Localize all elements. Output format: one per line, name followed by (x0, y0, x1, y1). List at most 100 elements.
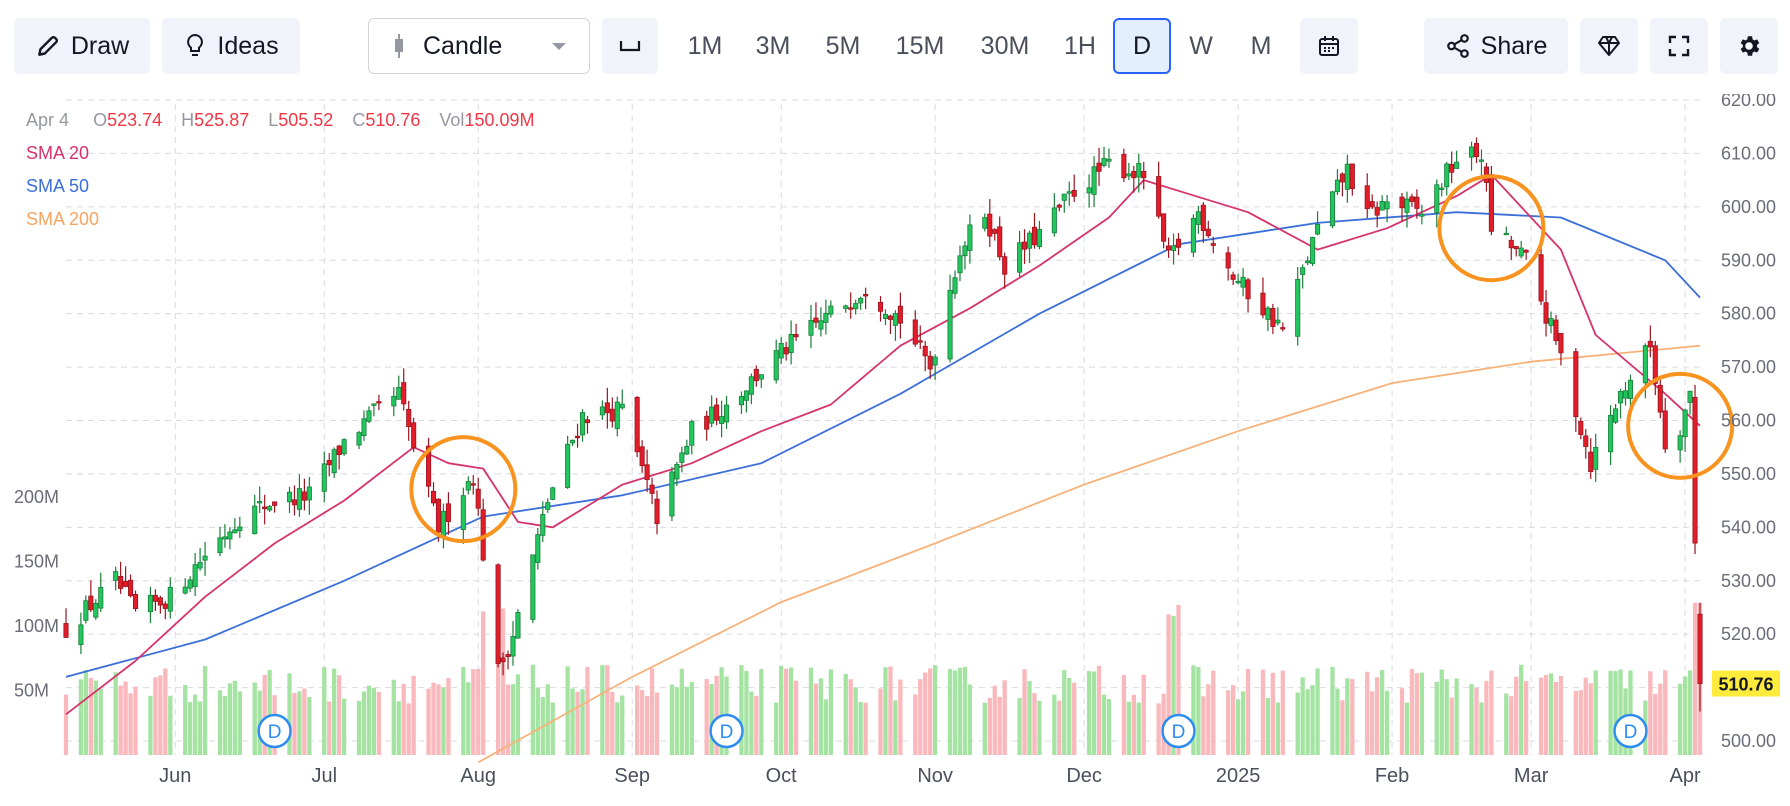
volume-bar-114 (858, 702, 863, 755)
volume-bar-44 (371, 688, 377, 755)
volume-bar-93 (714, 675, 719, 755)
volume-bar-89 (684, 686, 689, 755)
settings-button[interactable] (1720, 18, 1778, 74)
volume-bar-105 (793, 680, 799, 755)
price-tick-label-2: 600.00 (1721, 197, 1776, 217)
volume-bar-15 (168, 695, 173, 755)
candle-body-230 (1662, 410, 1668, 450)
volume-bar-119 (893, 700, 898, 755)
volume-bar-56 (461, 666, 466, 755)
candle-body-108 (818, 320, 824, 330)
volume-bar-189 (1379, 669, 1385, 755)
candle-body-5 (98, 586, 104, 609)
candle-body-19 (197, 561, 203, 569)
volume-bar-21 (217, 690, 223, 755)
candle-body-160 (1175, 238, 1182, 248)
candle-body-46 (391, 395, 397, 407)
diamond-icon (1598, 36, 1620, 56)
volume-bar-204 (1484, 680, 1489, 755)
volume-bar-124 (928, 668, 933, 755)
volume-bar-125 (933, 665, 938, 755)
volume-bar-113 (853, 687, 858, 755)
candle-body-235 (1697, 613, 1703, 684)
date-range-button[interactable] (602, 18, 658, 74)
volume-bar-207 (1509, 696, 1514, 755)
timeframe-d[interactable]: D (1113, 18, 1171, 74)
volume-bar-40 (341, 698, 347, 755)
volume-bar-78 (610, 691, 615, 755)
pencil-icon (37, 35, 58, 56)
candle-body-169 (1240, 276, 1246, 288)
candle-body-61 (495, 564, 501, 664)
volume-bar-12 (153, 677, 158, 755)
ideas-button[interactable]: Ideas (162, 18, 300, 74)
volume-bar-165 (1211, 670, 1216, 755)
volume-bar-110 (828, 669, 833, 755)
timeframe-m[interactable]: M (1250, 31, 1272, 60)
volume-bar-18 (192, 694, 198, 755)
calendar-button[interactable] (1300, 18, 1358, 74)
volume-bar-133 (992, 685, 997, 755)
legend-sma200[interactable]: SMA 200 (26, 209, 100, 229)
candle-body-41 (356, 432, 362, 446)
volume-bar-139 (1032, 693, 1037, 755)
timeframe-1m[interactable]: 1M (687, 31, 723, 60)
candle-body-190 (1384, 201, 1390, 210)
timeframe-15m[interactable]: 15M (895, 31, 945, 60)
candle-body-167 (1230, 274, 1236, 280)
candle-body-53 (435, 498, 442, 533)
candles (63, 137, 1703, 712)
timeframe-w[interactable]: W (1189, 31, 1213, 60)
volume-axis: 200M 150M 100M 50M (14, 487, 59, 701)
candle-body-45 (376, 401, 382, 404)
volume-bar-211 (1538, 677, 1544, 755)
candle-body-146 (1086, 187, 1092, 194)
highlight-circle-1 (1437, 174, 1546, 283)
volume-bar-186 (1365, 671, 1370, 755)
timeframe-1h[interactable]: 1H (1064, 31, 1096, 60)
price-chart[interactable]: D D D D 620.00 610.00 600.00 590.00 580.00 570.0… (0, 94, 1790, 806)
time-tick-label-2: Aug (460, 765, 496, 787)
volume-bar-59 (476, 668, 481, 755)
timeframe-5m[interactable]: 5M (825, 31, 861, 60)
premium-button[interactable] (1580, 18, 1638, 74)
sma20-line (65, 173, 1701, 716)
volume-bar-135 (1002, 680, 1007, 755)
calendar-icon (1319, 36, 1339, 56)
candle-body-94 (719, 416, 725, 424)
volume-bar-7 (118, 685, 123, 755)
volume-bar-219 (1588, 683, 1593, 755)
volume-bar-88 (679, 668, 685, 755)
candle-body-205 (1488, 174, 1494, 232)
chart-grid (66, 99, 1700, 755)
volume-bar-100 (759, 669, 764, 755)
volume-bar-188 (1375, 677, 1380, 755)
chart-type-select[interactable]: Candle (368, 18, 590, 74)
dividend-marker-label: D (1624, 722, 1638, 743)
candle-body-210 (1523, 249, 1529, 253)
candle-body-127 (952, 277, 958, 294)
candle-body-122 (917, 340, 923, 343)
legend-sma50[interactable]: SMA 50 (26, 176, 90, 196)
candle-body-120 (897, 305, 903, 324)
fullscreen-button[interactable] (1650, 18, 1708, 74)
timeframe-3m[interactable]: 3M (755, 31, 791, 60)
volume-bar-99 (754, 695, 759, 755)
candle-body-215 (1558, 332, 1564, 354)
candle-body-101 (773, 350, 779, 381)
volume-bar-1 (78, 679, 84, 755)
candle-body-159 (1170, 245, 1177, 251)
volume-bar-91 (704, 679, 709, 755)
timeframe-30m[interactable]: 30M (980, 31, 1030, 60)
volume-bar-196 (1434, 681, 1439, 755)
volume-bar-57 (466, 682, 471, 755)
share-button[interactable]: Share (1424, 18, 1568, 74)
volume-bar-169 (1240, 691, 1246, 755)
candle-body-13 (157, 597, 163, 606)
candle-icon (395, 34, 403, 58)
volume-bar-115 (863, 702, 868, 755)
volume-bar-5 (98, 688, 103, 755)
legend-sma20[interactable]: SMA 20 (26, 143, 90, 163)
candle-body-89 (684, 445, 690, 455)
draw-button[interactable]: Draw (14, 18, 150, 74)
